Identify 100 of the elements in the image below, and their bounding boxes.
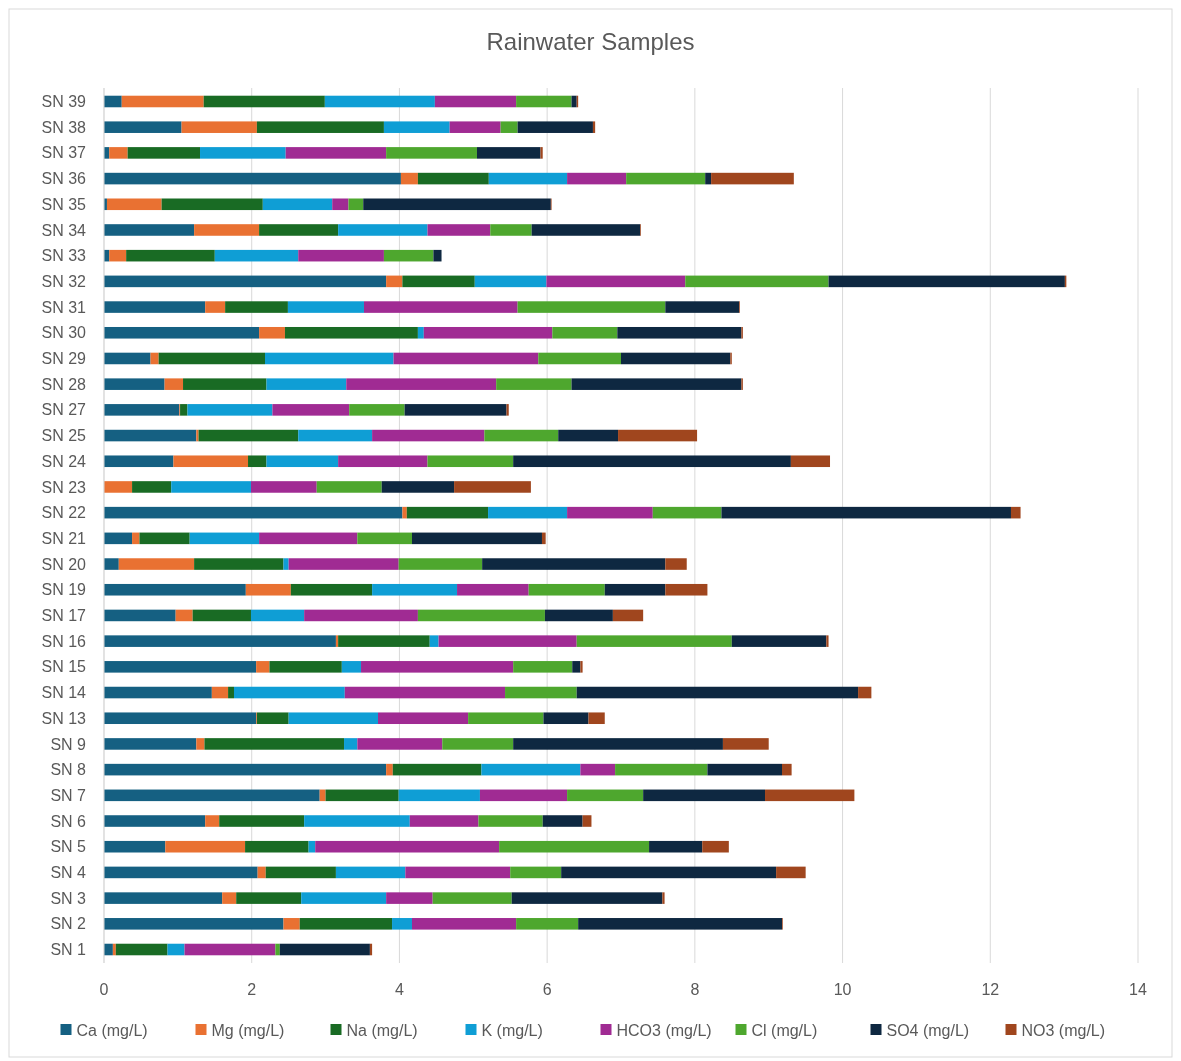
bar bbox=[259, 224, 339, 236]
bar bbox=[588, 712, 605, 725]
bar bbox=[104, 121, 182, 133]
bar bbox=[104, 301, 206, 313]
bar bbox=[378, 712, 469, 725]
bar bbox=[332, 198, 349, 211]
x-tick-label: 10 bbox=[833, 981, 852, 998]
bar bbox=[104, 686, 212, 699]
bar bbox=[561, 866, 777, 879]
bar bbox=[283, 918, 300, 930]
bar bbox=[621, 352, 731, 365]
bar bbox=[104, 840, 166, 853]
bar bbox=[104, 404, 180, 416]
bar bbox=[543, 712, 589, 725]
bar bbox=[731, 635, 827, 647]
bar bbox=[615, 763, 708, 776]
bar bbox=[427, 455, 514, 468]
bar bbox=[576, 635, 732, 647]
bar bbox=[338, 635, 430, 647]
bar bbox=[335, 635, 339, 647]
legend-label: HCO3 (mg/L) bbox=[616, 1021, 712, 1039]
y-tick-label: SN 1 bbox=[50, 941, 87, 959]
bar bbox=[132, 481, 172, 493]
bar bbox=[393, 352, 539, 365]
bar bbox=[104, 763, 387, 776]
bar bbox=[200, 147, 286, 159]
bar bbox=[449, 121, 501, 133]
y-tick-label: SN 14 bbox=[41, 684, 87, 702]
bar bbox=[392, 763, 482, 776]
bar bbox=[592, 121, 596, 133]
bar bbox=[290, 583, 373, 596]
bar bbox=[567, 172, 627, 185]
bar bbox=[782, 763, 792, 776]
bar bbox=[404, 404, 507, 416]
bar bbox=[118, 558, 195, 570]
y-tick-label: SN 16 bbox=[41, 632, 87, 650]
bar bbox=[287, 301, 364, 313]
bar bbox=[858, 686, 872, 699]
bar bbox=[203, 95, 325, 108]
bar bbox=[171, 481, 251, 493]
bar bbox=[316, 481, 382, 493]
bar bbox=[250, 609, 305, 622]
bar bbox=[250, 481, 317, 493]
bar bbox=[386, 147, 477, 159]
bar bbox=[434, 95, 517, 108]
bar bbox=[325, 789, 399, 802]
y-tick-label: SN 27 bbox=[41, 401, 87, 419]
bar bbox=[104, 326, 260, 339]
bar bbox=[541, 532, 546, 545]
y-tick-label: SN 39 bbox=[41, 93, 87, 111]
bar bbox=[490, 224, 532, 236]
bar bbox=[109, 249, 127, 262]
bar bbox=[104, 866, 258, 879]
bar bbox=[205, 301, 226, 313]
legend-label: Ca (mg/L) bbox=[76, 1021, 148, 1039]
bar bbox=[338, 224, 428, 236]
bar bbox=[104, 583, 246, 596]
bar bbox=[344, 738, 358, 750]
bar bbox=[571, 95, 577, 108]
bar bbox=[649, 840, 703, 853]
bar bbox=[510, 866, 562, 879]
bar bbox=[104, 712, 257, 725]
bar bbox=[233, 686, 345, 699]
bar bbox=[417, 326, 424, 339]
bar bbox=[582, 815, 592, 827]
bar bbox=[187, 404, 273, 416]
y-tick-label: SN 3 bbox=[50, 889, 87, 907]
bar bbox=[346, 378, 497, 390]
y-tick-label: SN 21 bbox=[41, 529, 87, 547]
bar bbox=[315, 840, 500, 853]
bar bbox=[341, 661, 362, 673]
y-tick-label: SN 23 bbox=[41, 478, 87, 496]
bar bbox=[479, 789, 568, 802]
bar bbox=[618, 429, 698, 442]
bar bbox=[104, 738, 197, 750]
bar bbox=[513, 738, 723, 750]
bar bbox=[386, 763, 393, 776]
bar bbox=[115, 943, 168, 956]
bar bbox=[104, 455, 174, 468]
bar bbox=[417, 609, 545, 622]
bar bbox=[298, 249, 384, 262]
bar bbox=[259, 326, 285, 339]
y-tick-label: SN 22 bbox=[41, 504, 87, 522]
x-tick-label: 12 bbox=[981, 981, 1000, 998]
bar bbox=[665, 583, 708, 596]
bar bbox=[558, 429, 619, 442]
y-tick-label: SN 13 bbox=[41, 709, 87, 727]
bar bbox=[112, 943, 116, 956]
legend-label: Mg (mg/L) bbox=[211, 1021, 285, 1039]
bar bbox=[372, 583, 458, 596]
bar bbox=[284, 326, 418, 339]
bar bbox=[256, 712, 289, 725]
x-tick-label: 4 bbox=[394, 981, 404, 998]
bar bbox=[164, 378, 184, 390]
bar bbox=[468, 712, 544, 725]
bar bbox=[705, 172, 712, 185]
bar bbox=[402, 506, 407, 519]
bar bbox=[643, 789, 766, 802]
chart-title: Rainwater Samples bbox=[486, 28, 695, 55]
bar bbox=[256, 121, 384, 133]
